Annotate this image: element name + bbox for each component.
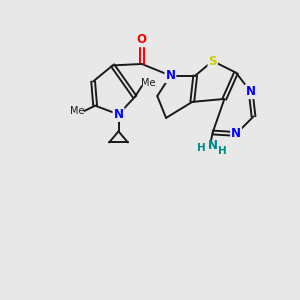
Text: N: N [165,69,176,82]
Text: S: S [208,55,217,68]
Text: Me: Me [70,106,85,116]
Text: O: O [137,33,147,46]
Text: H: H [218,146,226,156]
Text: Me: Me [141,78,156,88]
Text: N: N [113,108,124,121]
Text: N: N [231,128,241,140]
Text: N: N [208,139,218,152]
Text: H: H [197,143,206,153]
Text: N: N [246,85,256,98]
